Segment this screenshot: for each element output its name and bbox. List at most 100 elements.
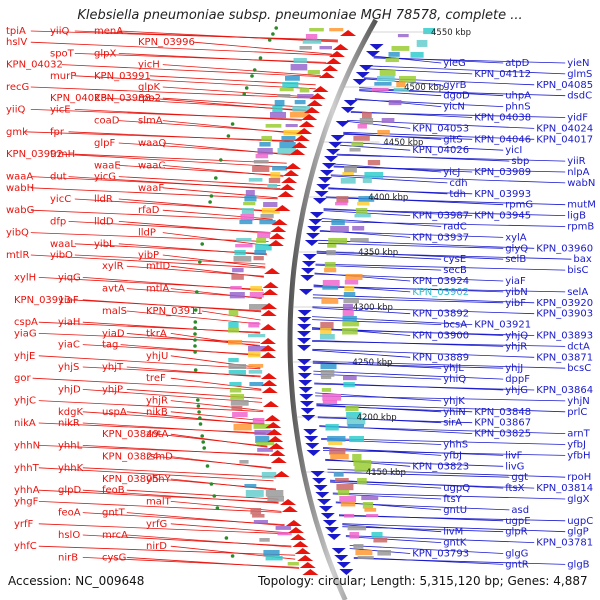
gene-label-reverse[interactable]: radC	[443, 222, 467, 233]
gene-label-reverse[interactable]: glpR	[505, 527, 527, 538]
forward-gene-arrow[interactable]	[281, 506, 298, 512]
gene-label-reverse[interactable]: glyQ	[505, 243, 528, 254]
gene-label-reverse[interactable]: gntU	[443, 505, 467, 516]
forward-gene-arrow[interactable]	[289, 149, 306, 155]
gene-label-forward[interactable]: spoT	[50, 48, 75, 59]
gene-label-forward[interactable]: yhjE	[14, 351, 35, 362]
gene-label-reverse[interactable]: yhjR	[505, 341, 527, 352]
reverse-gene-arrow[interactable]	[319, 170, 334, 176]
gene-label-forward[interactable]: mtlR	[6, 250, 29, 261]
gene-label-reverse[interactable]: glgP	[567, 527, 589, 538]
reverse-gene-arrow[interactable]	[320, 513, 335, 519]
reverse-gene-arrow[interactable]	[310, 471, 325, 477]
gene-label-reverse[interactable]: ugpC	[567, 516, 593, 527]
gene-label-forward[interactable]: yiaG	[14, 328, 37, 339]
gene-label-reverse[interactable]: yhjL	[443, 363, 464, 374]
gene-label-reverse[interactable]: selA	[567, 287, 588, 298]
forward-gene-arrow[interactable]	[280, 499, 297, 505]
forward-gene-arrow[interactable]	[285, 520, 302, 526]
reverse-gene-arrow[interactable]	[297, 338, 312, 344]
gene-label-reverse[interactable]: KPN_03920	[536, 298, 593, 309]
forward-gene-arrow[interactable]	[261, 387, 278, 393]
forward-gene-arrow[interactable]	[277, 191, 294, 197]
gene-label-reverse[interactable]: KPN_03871	[536, 352, 593, 363]
gene-label-reverse[interactable]: tdh	[449, 189, 466, 200]
gene-label-reverse[interactable]: ftsY	[443, 494, 462, 505]
forward-gene-arrow[interactable]	[261, 380, 278, 386]
gene-label-forward[interactable]: yicC	[50, 194, 71, 205]
gene-label-reverse[interactable]: cysE	[443, 254, 466, 265]
gene-label-reverse[interactable]: dsdC	[567, 91, 592, 102]
forward-gene-arrow[interactable]	[309, 93, 326, 99]
reverse-gene-arrow[interactable]	[312, 198, 327, 204]
gene-label-forward[interactable]: yhjR	[146, 396, 168, 407]
gene-label-forward[interactable]: yhhK	[58, 463, 84, 474]
forward-gene-arrow[interactable]	[302, 569, 319, 575]
reverse-gene-arrow[interactable]	[318, 177, 333, 183]
reverse-gene-arrow[interactable]	[306, 450, 321, 456]
gene-label-reverse[interactable]: KPN_03989	[474, 167, 531, 178]
reverse-gene-arrow[interactable]	[297, 359, 312, 365]
gene-label-forward[interactable]: nikA	[14, 418, 36, 429]
gene-label-reverse[interactable]: selB	[505, 254, 526, 265]
gene-label-reverse[interactable]: livM	[443, 527, 463, 538]
reverse-gene-arrow[interactable]	[317, 499, 332, 505]
forward-gene-arrow[interactable]	[293, 135, 310, 141]
forward-gene-arrow[interactable]	[284, 163, 301, 169]
reverse-gene-arrow[interactable]	[315, 492, 330, 498]
gene-label-forward[interactable]: KPN_04032	[6, 60, 63, 71]
gene-label-forward[interactable]: nirB	[58, 552, 78, 563]
gene-label-reverse[interactable]: KPN_04017	[536, 134, 593, 145]
reverse-gene-arrow[interactable]	[309, 212, 324, 218]
forward-gene-arrow[interactable]	[296, 128, 313, 134]
gene-label-forward[interactable]: feoA	[58, 508, 81, 519]
gene-label-reverse[interactable]: glgB	[567, 559, 589, 570]
gene-label-reverse[interactable]: uhpA	[505, 91, 531, 102]
gene-label-reverse[interactable]: yieG	[443, 58, 466, 69]
gene-label-reverse[interactable]: atpD	[505, 58, 529, 69]
reverse-gene-arrow[interactable]	[316, 184, 331, 190]
gene-label-reverse[interactable]: ftsX	[505, 483, 524, 494]
gene-label-forward[interactable]: avtA	[102, 284, 125, 295]
gene-label-forward[interactable]: yhjP	[102, 384, 123, 395]
forward-gene-arrow[interactable]	[269, 233, 286, 239]
gene-label-reverse[interactable]: gntR	[505, 559, 529, 570]
gene-label-reverse[interactable]: yibN	[505, 287, 528, 298]
forward-gene-arrow[interactable]	[260, 310, 277, 316]
gene-label-reverse[interactable]: KPN_03960	[536, 243, 593, 254]
gene-label-forward[interactable]: trmH	[50, 149, 75, 160]
gene-label-forward[interactable]: nikR	[58, 418, 80, 429]
forward-gene-arrow[interactable]	[292, 541, 309, 547]
gene-label-reverse[interactable]: glgX	[567, 494, 589, 505]
gene-label-forward[interactable]: KPN_03849	[102, 429, 159, 440]
forward-gene-arrow[interactable]	[267, 240, 284, 246]
reverse-gene-arrow[interactable]	[324, 527, 339, 533]
gene-label-reverse[interactable]: yicN	[443, 102, 465, 113]
gene-label-reverse[interactable]: ugpE	[505, 516, 530, 527]
reverse-gene-arrow[interactable]	[302, 254, 317, 260]
gene-label-forward[interactable]: tpiA	[6, 26, 26, 37]
reverse-gene-arrow[interactable]	[299, 289, 314, 295]
gene-label-reverse[interactable]: KPN_04053	[412, 123, 469, 134]
reverse-gene-arrow[interactable]	[300, 275, 315, 281]
gene-label-reverse[interactable]: sbp	[511, 156, 529, 167]
gene-label-forward[interactable]: yicH	[138, 60, 160, 71]
gene-label-forward[interactable]: yicG	[94, 172, 116, 183]
gene-label-forward[interactable]: yhgF	[14, 496, 39, 507]
gene-label-forward[interactable]: lldP	[138, 228, 156, 239]
gene-label-forward[interactable]: hslV	[6, 37, 27, 48]
forward-gene-arrow[interactable]	[266, 429, 283, 435]
gene-label-forward[interactable]: gntT	[102, 508, 126, 519]
reverse-gene-arrow[interactable]	[299, 394, 314, 400]
gene-label-reverse[interactable]: yiiR	[567, 156, 585, 167]
gene-label-reverse[interactable]: yhhS	[443, 440, 468, 451]
forward-gene-arrow[interactable]	[262, 401, 279, 407]
gene-label-reverse[interactable]: sirA	[443, 418, 462, 429]
forward-gene-arrow[interactable]	[287, 527, 304, 533]
forward-gene-arrow[interactable]	[306, 100, 323, 106]
reverse-gene-arrow[interactable]	[301, 415, 316, 421]
reverse-gene-arrow[interactable]	[352, 79, 367, 85]
gene-label-forward[interactable]: nikB	[146, 407, 168, 418]
gene-label-reverse[interactable]: yhjJ	[505, 363, 523, 374]
reverse-gene-arrow[interactable]	[365, 51, 380, 57]
